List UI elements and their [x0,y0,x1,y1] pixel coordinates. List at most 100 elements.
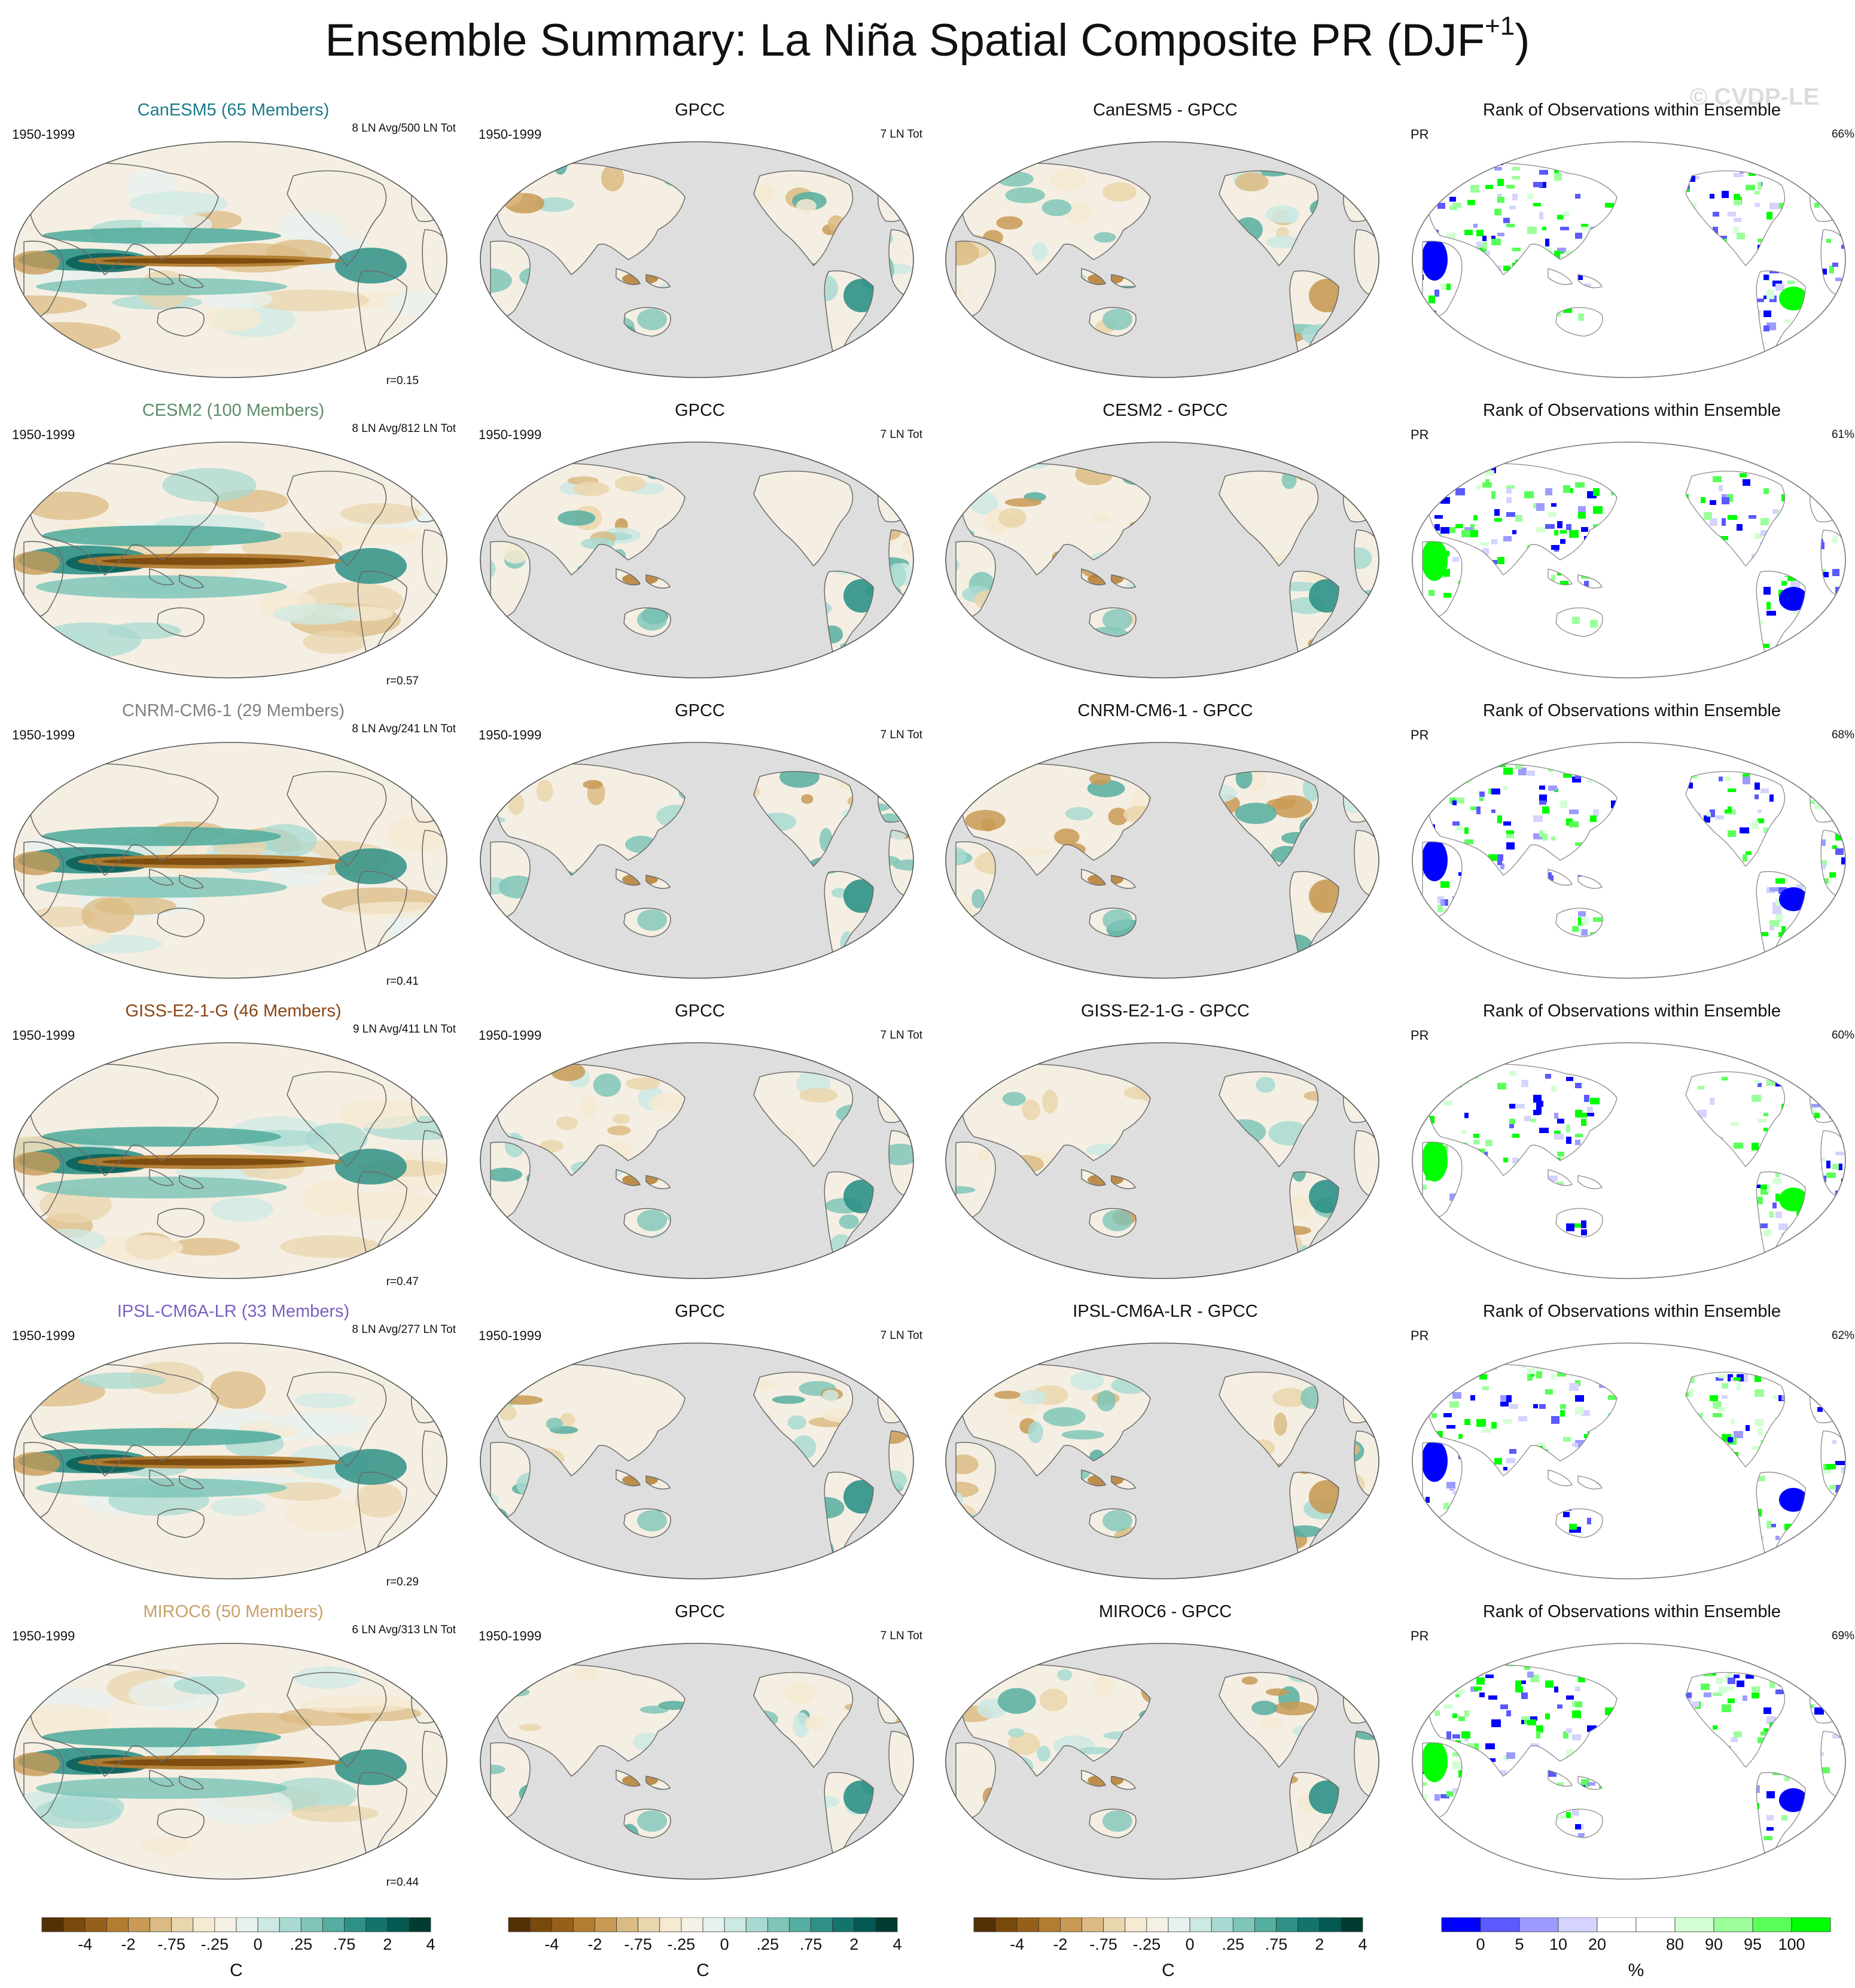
colorbar-swatch [1276,1917,1299,1932]
colorbar-swatches [508,1917,898,1932]
colorbar-swatch [638,1917,660,1932]
event-count: 6 LN Avg/313 LN Tot [352,1624,456,1636]
colorbar-ticks: -4 -2 -.75 -.25 0 .25 .75 2 4 [962,1935,1375,1956]
variable-label: PR [1411,1628,1429,1643]
rank-map [1412,1643,1846,1880]
colorbar-swatch [1232,1917,1255,1932]
colorbar-swatch [724,1917,747,1932]
colorbar-swatch [1211,1917,1233,1932]
obs-composite-map [480,442,914,678]
period-label: 1950-1999 [12,427,75,442]
pattern-correlation: r=0.57 [386,675,419,687]
difference-map [945,1643,1379,1880]
colorbar-swatch [106,1917,129,1932]
colorbar-tick-label: -.75 [624,1935,652,1953]
colorbar-unit: C [1162,1960,1175,1980]
obs-panel: GPCC 1950-1999 7 LN Tot [473,702,927,990]
colorbar-tick-label: -.25 [667,1935,696,1953]
colorbar-tick-label: .25 [1222,1935,1245,1953]
rank-title: Rank of Observations within Ensemble [1482,1001,1781,1021]
rank-percent: 60% [1831,1029,1854,1042]
obs-panel: GPCC 1950-1999 7 LN Tot [473,402,927,689]
colorbar-tick-label: -4 [544,1935,559,1953]
colorbar-swatch [1103,1917,1126,1932]
colorbar-tick-label: 4 [893,1935,902,1953]
colorbar-swatch [811,1917,833,1932]
colorbar-tick-label: -2 [1053,1935,1068,1953]
colorbar-swatch [572,1917,595,1932]
variable-label: PR [1411,1328,1429,1343]
model-panel-GISS-E2-1-G: GISS-E2-1-G (46 Members) 1950-1999 9 LN Av… [6,1003,461,1290]
model-composite-map [13,1042,447,1279]
difference-map [945,1042,1379,1279]
colorbar-swatch [508,1917,531,1932]
rank-title: Rank of Observations within Ensemble [1482,101,1781,120]
event-count: 7 LN Tot [880,1329,922,1342]
event-count: 7 LN Tot [880,729,922,741]
colorbar-swatch [1146,1917,1169,1932]
colorbar-swatch [365,1917,388,1932]
event-count: 7 LN Tot [880,1029,922,1042]
event-count: 7 LN Tot [880,128,922,141]
difference-map [945,742,1379,979]
model-title: CESM2 (100 Members) [142,401,325,420]
colorbar-swatch [279,1917,301,1932]
model-title: GISS-E2-1-G (46 Members) [125,1001,342,1021]
colorbar-swatch [681,1917,703,1932]
rank-percent: 69% [1831,1630,1854,1642]
colorbar-tick-label: 90 [1704,1935,1723,1953]
colorbar-swatch [409,1917,431,1932]
colorbar-swatch [171,1917,194,1932]
pattern-correlation: r=0.29 [386,1576,419,1588]
colorbar-tick-label: 0 [1185,1935,1195,1953]
colorbar-swatch [1558,1917,1598,1932]
obs-title: GPCC [675,701,725,720]
event-count: 9 LN Avg/411 LN Tot [352,1023,456,1036]
colorbar-tick-label: -2 [587,1935,602,1953]
colorbar-tick-label: -2 [121,1935,136,1953]
colorbar-swatch [745,1917,768,1932]
rank-title: Rank of Observations within Ensemble [1482,1302,1781,1321]
difference-panel: CanESM5 - GPCC [938,102,1393,389]
rank-title: Rank of Observations within Ensemble [1482,701,1781,720]
colorbar-ticks: -4 -2 -.75 -.25 0 .25 .75 2 4 [497,1935,909,1956]
difference-panel: IPSL-CM6A-LR - GPCC [938,1303,1393,1590]
difference-map [945,1342,1379,1579]
period-label: 1950-1999 [479,427,542,442]
colorbar-swatch [832,1917,855,1932]
colorbar-4: 0 5 10 20 80 90 95 100% [1430,1917,1842,1983]
colorbar-swatch [616,1917,639,1932]
colorbar-tick-label: 10 [1549,1935,1568,1953]
colorbar-tick-label: .75 [333,1935,356,1953]
obs-composite-map [480,1042,914,1279]
pattern-correlation: r=0.44 [386,1876,419,1889]
colorbar-swatch [875,1917,898,1932]
colorbar-swatch [1125,1917,1147,1932]
colorbar-tick-label: 95 [1743,1935,1762,1953]
colorbar-swatch [1168,1917,1190,1932]
colorbar-tick-label: 100 [1778,1935,1805,1953]
colorbar-swatch [214,1917,237,1932]
model-composite-map [13,742,447,979]
event-count: 7 LN Tot [880,428,922,441]
colorbar-swatch [789,1917,811,1932]
model-panel-IPSL-CM6A-LR: IPSL-CM6A-LR (33 Members) 1950-1999 8 LN A… [6,1303,461,1590]
event-count: 8 LN Avg/500 LN Tot [352,122,456,135]
obs-title: GPCC [675,1001,725,1021]
obs-title: GPCC [675,1602,725,1621]
colorbar-swatch [1635,1917,1676,1932]
colorbar-swatch [84,1917,107,1932]
colorbar-swatch [702,1917,725,1932]
difference-title: CanESM5 - GPCC [1093,101,1238,120]
colorbar-tick-label: .25 [756,1935,779,1953]
obs-panel: GPCC 1950-1999 7 LN Tot [473,102,927,389]
obs-panel: GPCC 1950-1999 7 LN Tot [473,1303,927,1590]
colorbar-1: -4 -2 -.75 -.25 0 .25 .75 2 4 C [30,1917,443,1983]
colorbar-swatch [1319,1917,1342,1932]
obs-panel: GPCC 1950-1999 7 LN Tot [473,1003,927,1290]
rank-panel: Rank of Observations within Ensemble PR 66… [1405,102,1855,389]
difference-title: MIROC6 - GPCC [1098,1602,1232,1621]
model-composite-map [13,1342,447,1579]
colorbar-3: -4 -2 -.75 -.25 0 .25 .75 2 4 C [962,1917,1375,1983]
difference-map [945,442,1379,678]
